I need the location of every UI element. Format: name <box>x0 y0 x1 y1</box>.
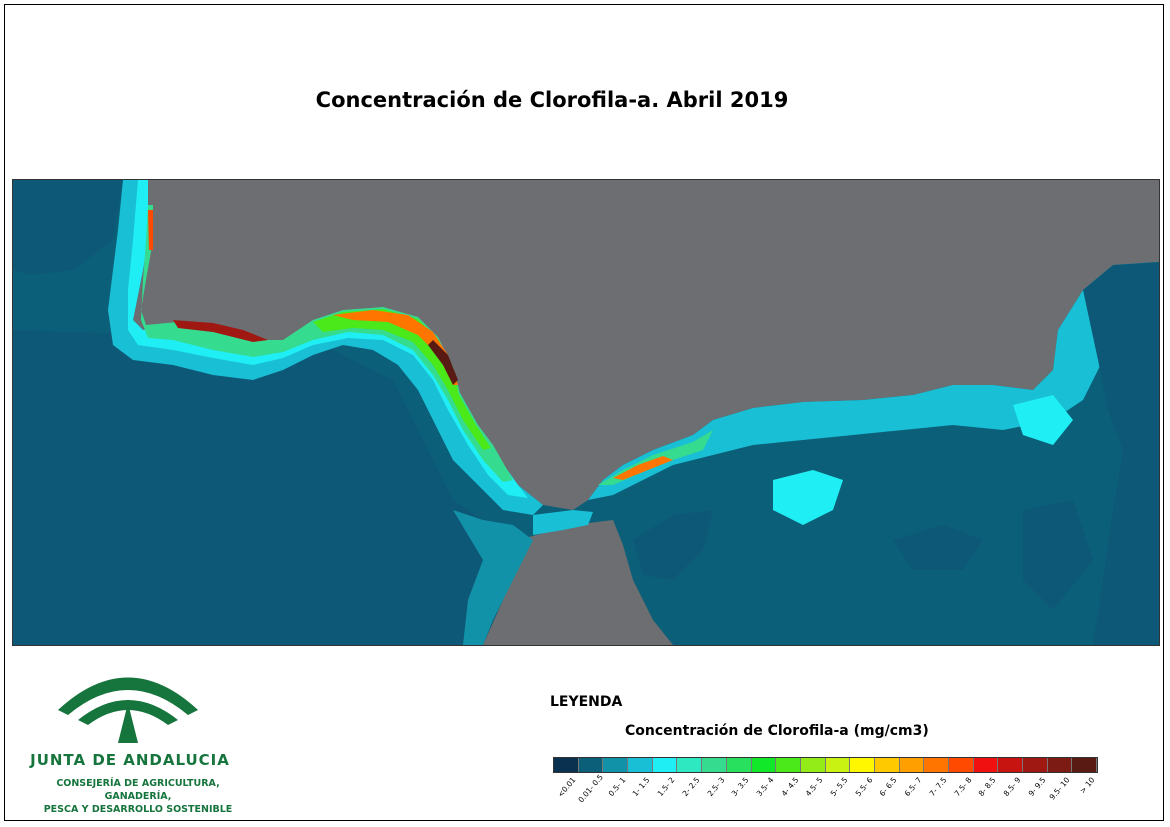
legend-color-bar <box>553 757 1099 773</box>
legend-swatch <box>776 758 801 772</box>
map-canvas <box>13 180 1159 645</box>
legend-swatch <box>603 758 629 772</box>
legend-swatch <box>1047 758 1073 772</box>
legend-swatch <box>554 758 579 772</box>
legend-swatch <box>998 758 1024 772</box>
legend-swatch <box>1023 758 1048 772</box>
legend-swatch <box>874 758 900 772</box>
logo-department-line2: PESCA Y DESARROLLO SOSTENIBLE <box>43 804 233 815</box>
legend-swatch <box>899 758 925 772</box>
legend-label: 3- 3.5 <box>729 775 751 798</box>
legend-label: 7.5- 8 <box>952 775 974 798</box>
alboran-bright-patch <box>1013 395 1073 445</box>
legend-swatch <box>850 758 875 772</box>
legend-label: 5- 5.5 <box>828 775 850 798</box>
logo-department-line1: CONSEJERÍA DE AGRICULTURA, GANADERÍA, <box>56 778 220 802</box>
legend-label: 5.5- 6 <box>853 775 875 798</box>
coastal-band-orange <box>333 310 458 385</box>
legend-swatch <box>825 758 851 772</box>
legend-label: 2.5- 3 <box>705 775 727 798</box>
legend-labels: <0.01 0.01- 0.5 0.5- 1 1- 1.5 1.5- 2 2- 2.5 2.… <box>553 772 1113 812</box>
atlantic-offshore-north <box>13 180 123 275</box>
legend-label: 1.5- 2 <box>655 775 677 798</box>
alboran-gyre-central <box>893 525 983 570</box>
land-spain <box>133 180 1159 510</box>
junta-andalucia-logo: JUNTA DE ANDALUCIA CONSEJERÍA DE AGRICUL… <box>28 655 258 815</box>
legend-swatch <box>578 758 604 772</box>
chlorophyll-map <box>12 179 1160 646</box>
legend-swatch <box>751 758 777 772</box>
legend-swatch <box>652 758 678 772</box>
moroccan-atlantic-band <box>453 510 533 645</box>
logo-arc-middle <box>78 700 178 725</box>
alboran-orange-spot <box>613 456 673 480</box>
legend-subtitle: Concentración de Clorofila-a (mg/cm3) <box>625 723 929 739</box>
coastal-band-dark-red <box>428 340 458 385</box>
legend-label: 6- 6.5 <box>878 775 899 798</box>
logo-name: JUNTA DE ANDALUCIA <box>30 751 230 769</box>
legend-label: 8.5- 9 <box>1001 775 1023 798</box>
map-title: Concentración de Clorofila-a. Abril 2019 <box>315 88 789 112</box>
logo-emblem <box>58 677 198 743</box>
logo-department: CONSEJERÍA DE AGRICULTURA, GANADERÍA, PE… <box>28 777 248 816</box>
strait-band <box>533 510 593 535</box>
legend-swatch <box>677 758 703 772</box>
legend-swatch <box>702 758 727 772</box>
legend-swatch <box>973 758 999 772</box>
legend-label: 4- 4.5 <box>779 775 801 798</box>
coastal-band-mid <box>128 180 528 498</box>
legend-label: 1- 1.5 <box>631 775 652 798</box>
coastal-band-red-north <box>148 210 153 250</box>
legend-label: > 10 <box>1077 775 1097 796</box>
legend-swatch <box>628 758 653 772</box>
east-offshore <box>1083 262 1159 645</box>
alboran-coastal-band <box>588 262 1159 500</box>
logo-triangle <box>118 703 138 743</box>
legend-label: 0.01- 0.5 <box>576 772 605 805</box>
legend-heading: LEYENDA <box>550 694 623 710</box>
legend-label: <0.01 <box>556 775 578 799</box>
alboran-eddy <box>773 470 843 525</box>
legend-label: 0.5- 1 <box>606 775 628 798</box>
legend-swatch <box>1072 758 1098 772</box>
alboran-gyre-west <box>633 510 713 580</box>
legend-label: 9.5- 10 <box>1047 775 1072 802</box>
legend-label: 4.5- 5 <box>803 775 825 798</box>
coastal-band-red-west <box>173 320 268 342</box>
legend-swatch <box>800 758 826 772</box>
legend-label: 9- 9.5 <box>1026 775 1048 798</box>
legend-label: 8- 8.5 <box>976 775 998 798</box>
coastal-band-outer <box>108 180 543 515</box>
legend-label: 7- 7.5 <box>927 775 949 798</box>
legend-swatch <box>726 758 752 772</box>
logo-arc-outer <box>58 677 198 715</box>
legend-swatch <box>924 758 949 772</box>
legend-label: 3.5- 4 <box>754 775 776 798</box>
atlantic-offshore-south <box>13 330 533 645</box>
legend-label: 2- 2.5 <box>680 775 702 798</box>
land-morocco <box>483 520 673 645</box>
alboran-gyre-east <box>1023 500 1093 610</box>
legend-swatch <box>949 758 974 772</box>
legend-label: 6.5- 7 <box>902 775 924 798</box>
